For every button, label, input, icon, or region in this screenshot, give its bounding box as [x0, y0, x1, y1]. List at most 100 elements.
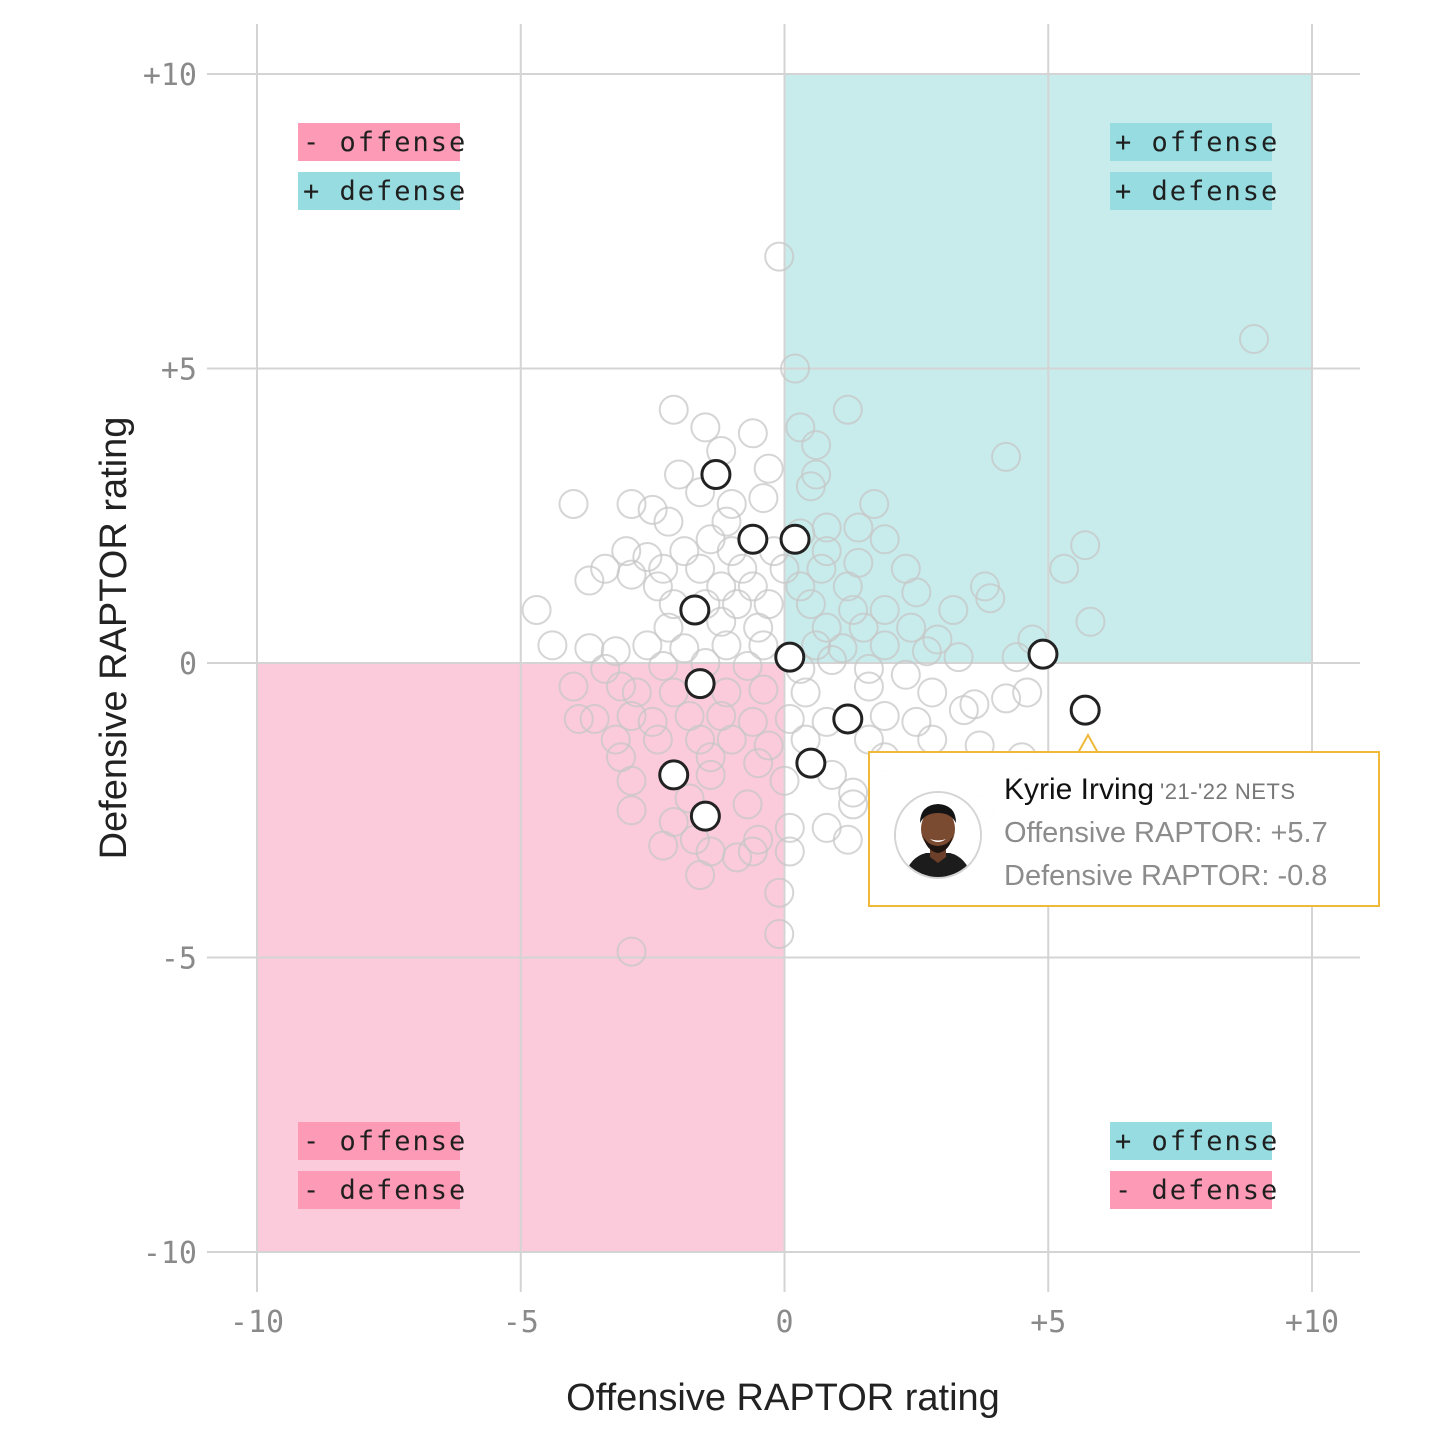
x-tick-label: 0 — [775, 1305, 793, 1340]
background-point — [574, 565, 605, 596]
background-point — [748, 630, 779, 661]
background-point — [737, 571, 768, 602]
y-axis-title: Defensive RAPTOR rating — [93, 417, 135, 860]
highlighted-point[interactable] — [779, 523, 811, 555]
player-avatar — [894, 791, 982, 879]
background-point — [674, 783, 705, 814]
background-point — [748, 674, 779, 705]
background-point — [780, 353, 811, 384]
player-name: Kyrie Irving — [1004, 773, 1155, 806]
background-point — [816, 645, 847, 676]
background-point — [795, 589, 826, 620]
x-tick-label: -10 — [230, 1305, 284, 1340]
highlighted-point[interactable] — [679, 594, 711, 626]
background-point — [753, 730, 784, 761]
background-point — [621, 677, 652, 708]
highlighted-point[interactable] — [774, 641, 806, 673]
background-point — [537, 630, 568, 661]
background-point — [605, 671, 636, 702]
background-point — [843, 512, 874, 543]
background-point — [590, 653, 621, 684]
background-point — [832, 394, 863, 425]
background-point — [706, 606, 737, 637]
background-point — [853, 671, 884, 702]
highlighted-point[interactable] — [700, 459, 732, 491]
background-point — [558, 671, 589, 702]
background-point — [901, 577, 932, 608]
background-point — [600, 636, 631, 667]
highlighted-point[interactable] — [832, 703, 864, 735]
background-point — [764, 918, 795, 949]
quadrant-label-text: + defense — [303, 176, 467, 207]
highlighted-point[interactable] — [1027, 638, 1059, 670]
background-point — [695, 524, 726, 555]
quadrant-label-chip — [1110, 172, 1272, 210]
background-point — [642, 571, 673, 602]
tick-labels: -10 -5 0 +5 +10 +10 +5 0 -5 -10 — [143, 58, 1339, 1340]
background-point — [616, 701, 647, 732]
background-point — [811, 612, 842, 643]
quadrant-label-text: - offense — [303, 127, 467, 158]
background-point — [711, 506, 742, 537]
background-point — [801, 430, 832, 461]
player-team: '21-'22 NETS — [1160, 779, 1296, 804]
highlighted-point[interactable] — [684, 668, 716, 700]
highlighted-point[interactable] — [689, 800, 721, 832]
background-point — [943, 642, 974, 673]
background-point — [869, 701, 900, 732]
background-point — [558, 488, 589, 519]
background-point — [648, 553, 679, 584]
background-point — [869, 524, 900, 555]
background-point — [901, 706, 932, 737]
quadrant-label-text: - offense — [303, 1126, 467, 1157]
tooltip-caret-icon — [1076, 733, 1100, 753]
background-point — [859, 488, 890, 519]
player-name-line: Kyrie Irving '21-'22 NETS — [1004, 773, 1296, 807]
quadrant-label-text: + defense — [1115, 176, 1279, 207]
background-point — [832, 571, 863, 602]
y-tick-label: +5 — [161, 353, 197, 388]
y-tick-label: -10 — [143, 1236, 197, 1271]
background-point — [764, 877, 795, 908]
background-point — [653, 506, 684, 537]
background-point — [991, 683, 1022, 714]
quadrant-label-chip — [1110, 1171, 1272, 1209]
quadrant-label-chip — [298, 123, 460, 161]
y-tick-label: +10 — [143, 58, 197, 93]
background-point — [637, 494, 668, 525]
player-headshot-icon — [896, 793, 980, 877]
background-point — [722, 842, 753, 873]
highlighted-point[interactable] — [795, 747, 827, 779]
background-point — [827, 633, 858, 664]
background-point — [616, 559, 647, 590]
highlighted-point[interactable] — [737, 523, 769, 555]
background-point — [1238, 324, 1269, 355]
background-point — [769, 553, 800, 584]
background-point — [774, 703, 805, 734]
background-point — [853, 724, 884, 755]
background-point — [785, 412, 816, 443]
background-point — [748, 483, 779, 514]
background-point — [774, 836, 805, 867]
background-point — [727, 553, 758, 584]
background-point — [616, 488, 647, 519]
player-tooltip: Kyrie Irving '21-'22 NETS Offensive RAPTO… — [868, 751, 1380, 907]
quadrant-label-text: - defense — [303, 1175, 467, 1206]
highlighted-point[interactable] — [658, 759, 690, 791]
quadrant-label-chip — [298, 1122, 460, 1160]
background-point — [616, 765, 647, 796]
background-point — [695, 742, 726, 773]
background-point — [658, 394, 689, 425]
quadrant-label-chip — [1110, 1122, 1272, 1160]
background-point — [648, 830, 679, 861]
y-tick-label: 0 — [179, 647, 197, 682]
background-point — [811, 812, 842, 843]
x-axis-title: Offensive RAPTOR rating — [566, 1377, 1000, 1419]
background-point — [664, 459, 694, 490]
background-point — [1075, 606, 1106, 637]
highlighted-point[interactable] — [1069, 694, 1101, 726]
background-point — [838, 594, 869, 625]
background-point — [769, 765, 800, 796]
